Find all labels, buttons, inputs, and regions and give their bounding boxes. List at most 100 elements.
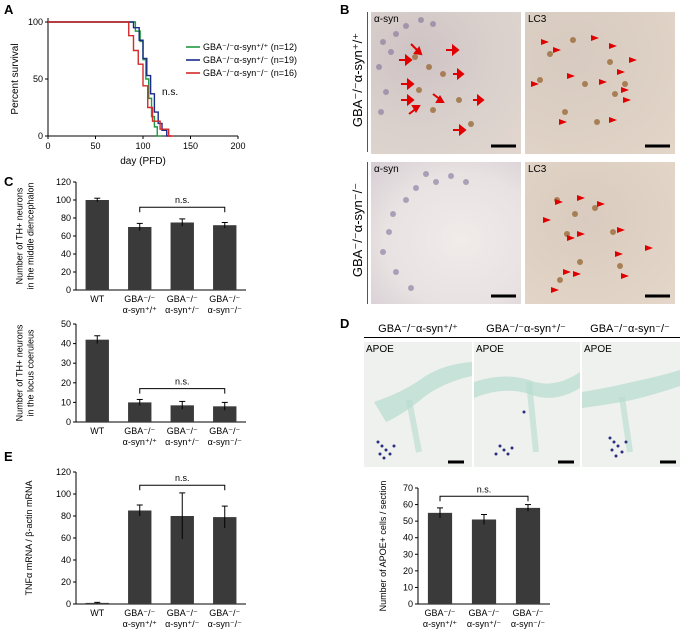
- y-axis-label: Number of APOE+ cells / section: [378, 481, 388, 612]
- ns-annotation: n.s.: [477, 484, 492, 494]
- ns-annotation: n.s.: [162, 87, 178, 98]
- y-tick-label: 0: [66, 417, 71, 427]
- category-label: GBA⁻/⁻: [209, 294, 240, 304]
- x-tick-label: 100: [135, 141, 150, 151]
- category-label: α-syn⁻/⁻: [511, 619, 545, 629]
- significance-bracket: [139, 388, 226, 394]
- bar-1: [85, 200, 109, 290]
- label-asyn-top: α-syn: [374, 14, 399, 25]
- panel-letter-a: A: [4, 2, 14, 17]
- category-label: GBA⁻/⁻: [209, 426, 240, 436]
- micrograph-asyn-top: α-syn: [371, 12, 521, 154]
- category-label: α-syn⁺/⁻: [165, 437, 199, 447]
- micrograph-lc3-bottom: LC3: [525, 162, 675, 304]
- y-tick-label: 100: [56, 489, 71, 499]
- category-label: WT: [90, 426, 104, 436]
- y-tick-label: 60: [61, 231, 71, 241]
- category-label: α-syn⁻/⁻: [208, 437, 242, 447]
- y-tick-label: 40: [61, 339, 71, 349]
- survival-chart: 0 50 100 150 200 0 50 100 day (PFD) Percent survi…: [10, 17, 297, 167]
- ns-annotation: n.s.: [175, 195, 190, 205]
- y-tick-label: 20: [403, 566, 413, 576]
- category-label: GBA⁻/⁻: [124, 426, 155, 436]
- y-tick-label: 40: [403, 533, 413, 543]
- y-tick-label: 0: [38, 131, 43, 141]
- category-label: α-syn⁻/⁻: [208, 619, 242, 629]
- y-tick-label: 0: [66, 599, 71, 609]
- category-label: α-syn⁻/⁻: [208, 305, 242, 315]
- x-tick-label: 200: [230, 141, 245, 151]
- micrograph-lc3-top: LC3: [525, 12, 675, 154]
- y-tick-label: 60: [403, 500, 413, 510]
- y-tick-label: 30: [61, 358, 71, 368]
- survival-line-1: [48, 21, 162, 137]
- category-label: GBA⁻/⁻: [167, 426, 198, 436]
- row-label-ko-syn: GBA⁻/⁻α-syn⁻/⁻: [350, 182, 365, 278]
- ns-annotation: n.s.: [175, 473, 190, 483]
- category-label: α-syn⁺/⁻: [467, 619, 501, 629]
- category-label: WT: [90, 608, 104, 618]
- category-label: GBA⁻/⁻: [468, 608, 499, 618]
- micrograph-asyn-bottom: α-syn: [371, 162, 521, 304]
- category-label: α-syn⁺/⁻: [165, 305, 199, 315]
- category-label: α-syn⁺/⁺: [123, 619, 157, 629]
- category-label: GBA⁻/⁻: [424, 608, 455, 618]
- category-label: α-syn⁺/⁺: [423, 619, 457, 629]
- row-label-wt-syn: GBA⁻/⁻α-syn⁺/⁺: [350, 32, 365, 128]
- apoe-header-2: GBA⁻/⁻α-syn⁺/⁻: [486, 323, 566, 335]
- y-tick-label: 120: [56, 177, 71, 187]
- x-tick-label: 0: [45, 141, 50, 151]
- category-label: GBA⁻/⁻: [167, 608, 198, 618]
- apoe-label-2: APOE: [476, 344, 504, 355]
- y-axis-label: Percent survival: [10, 43, 21, 114]
- legend-label-2: GBA⁻/⁻α-syn⁺/⁻ (n=19): [203, 55, 297, 65]
- y-tick-label: 80: [61, 511, 71, 521]
- y-tick-label: 0: [408, 599, 413, 609]
- y-tick-label: 120: [56, 467, 71, 477]
- category-label: GBA⁻/⁻: [124, 294, 155, 304]
- y-tick-label: 50: [33, 74, 43, 84]
- y-tick-label: 100: [28, 17, 43, 27]
- significance-bracket: [139, 484, 226, 491]
- bar-4: [213, 225, 237, 290]
- x-tick-label: 50: [90, 141, 100, 151]
- apoe-image-2: APOE: [474, 342, 580, 467]
- bar-3: [170, 405, 194, 422]
- y-tick-label: 20: [61, 577, 71, 587]
- apoe-image-3: APOE: [582, 342, 680, 467]
- bar-1: [85, 339, 109, 422]
- significance-bracket: [439, 495, 529, 502]
- bar-1: [427, 512, 453, 604]
- panel-letter-e: E: [4, 449, 13, 464]
- legend-label-1: GBA⁻/⁻α-syn⁺/⁺ (n=12): [203, 42, 297, 52]
- bar-4: [213, 406, 237, 422]
- y-tick-label: 100: [56, 195, 71, 205]
- bar-3: [515, 507, 541, 604]
- y-axis-label: in the middle diencephalon: [26, 182, 36, 289]
- category-label: GBA⁻/⁻: [209, 608, 240, 618]
- bar-4: [213, 517, 237, 604]
- y-tick-label: 30: [403, 549, 413, 559]
- y-tick-label: 10: [61, 397, 71, 407]
- y-tick-label: 80: [61, 213, 71, 223]
- label-lc3-top: LC3: [528, 14, 547, 25]
- bar-2: [128, 227, 152, 290]
- significance-bracket: [139, 206, 226, 213]
- panel-letter-b: B: [340, 2, 350, 17]
- x-axis-label: day (PFD): [120, 156, 166, 167]
- micrograph-panel-b: GBA⁻/⁻α-syn⁺/⁺ GBA⁻/⁻α-syn⁻/⁻ α-syn: [345, 10, 680, 310]
- apoe-panel: GBA⁻/⁻α-syn⁺/⁺ GBA⁻/⁻α-syn⁺/⁻ GBA⁻/⁻α-sy…: [340, 320, 680, 470]
- apoe-label-3: APOE: [584, 344, 612, 355]
- bar-3: [170, 222, 194, 290]
- y-tick-label: 40: [61, 249, 71, 259]
- category-label: GBA⁻/⁻: [124, 608, 155, 618]
- y-tick-label: 70: [403, 483, 413, 493]
- y-tick-label: 20: [61, 378, 71, 388]
- y-axis-label: in the locus coeruleus: [26, 329, 36, 417]
- category-label: α-syn⁺/⁻: [165, 619, 199, 629]
- apoe-count-chart: 010203040506070GBA⁻/⁻α-syn⁺/⁺GBA⁻/⁻α-syn…: [378, 481, 550, 629]
- category-label: α-syn⁺/⁺: [123, 437, 157, 447]
- survival-line-3: [48, 21, 174, 137]
